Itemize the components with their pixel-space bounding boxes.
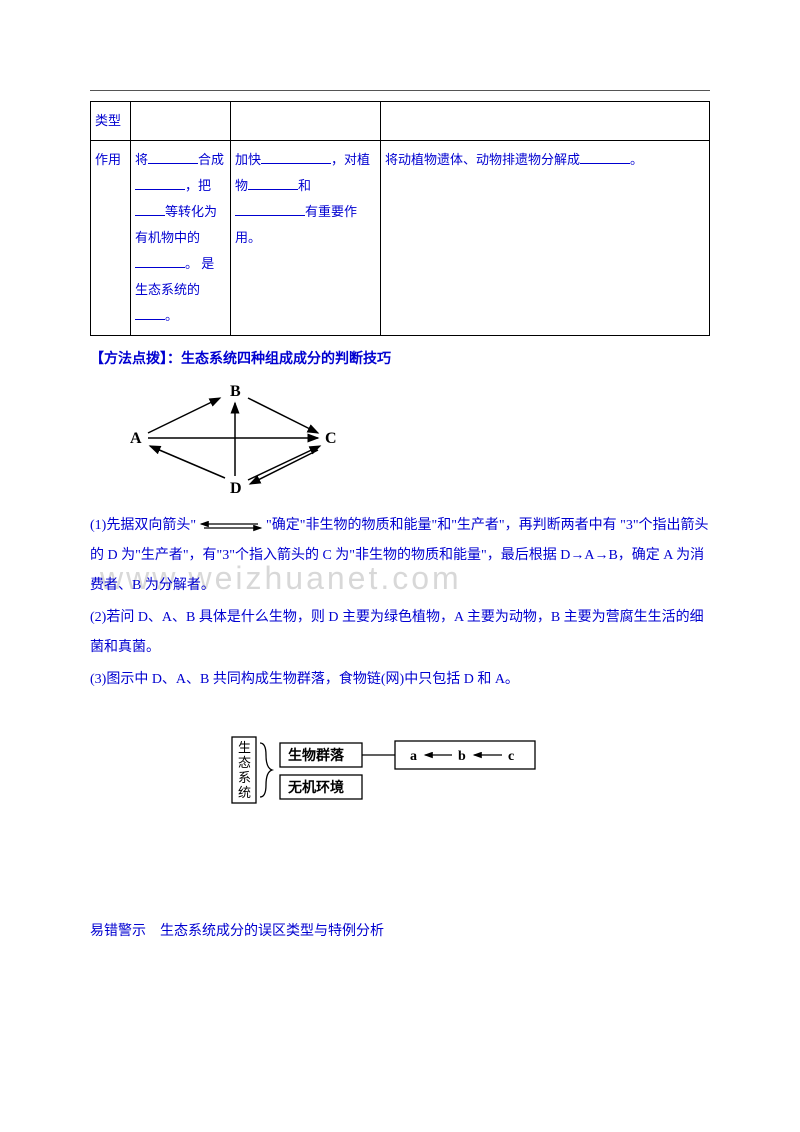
node-a: A — [130, 430, 142, 447]
main-table: 类型 作用 将合成，把等转化为有机物中的。 是生态系统的。 加快，对植物和有重要… — [90, 101, 710, 336]
cell-empty — [131, 102, 231, 141]
cell-decomposer: 将动植物遗体、动物排遗物分解成。 — [381, 141, 710, 336]
node-b: B — [230, 383, 241, 400]
para-1: (1)先据双向箭头""确定"非生物的物质和能量"和"生产者"，再判断两者中有 "… — [90, 511, 710, 601]
svg-text:a: a — [410, 749, 417, 764]
cell-type-label: 类型 — [91, 102, 131, 141]
bracket-item1: 生物群落 — [288, 747, 345, 764]
para-2: (2)若问 D、A、B 具体是什么生物，则 D 主要为绿色植物，A 主要为动物，… — [90, 603, 710, 663]
svg-text:统: 统 — [238, 785, 251, 800]
node-d: D — [230, 480, 242, 497]
method-heading: 【方法点拨】：生态系统四种组成成分的判断技巧 — [90, 348, 710, 368]
svg-text:态: 态 — [238, 755, 251, 770]
diamond-diagram: A B C D — [120, 378, 710, 503]
bracket-item2: 无机环境 — [287, 779, 344, 796]
footer-warning: 易错警示 生态系统成分的误区类型与特例分析 — [90, 920, 710, 940]
cell-consumer: 加快，对植物和有重要作用。 — [231, 141, 381, 336]
svg-text:c: c — [508, 749, 514, 764]
cell-action-label: 作用 — [91, 141, 131, 336]
svg-text:b: b — [458, 749, 466, 764]
para-3: (3)图示中 D、A、B 共同构成生物群落，食物链(网)中只包括 D 和 A。 — [90, 665, 710, 695]
cell-empty — [381, 102, 710, 141]
cell-producer: 将合成，把等转化为有机物中的。 是生态系统的。 — [131, 141, 231, 336]
svg-text:系: 系 — [238, 770, 251, 785]
bracket-left-1: 生 — [238, 740, 251, 755]
node-c: C — [325, 430, 337, 447]
cell-empty — [231, 102, 381, 141]
bracket-diagram: 生 态 系 统 生物群落 无机环境 a b c — [230, 735, 570, 810]
